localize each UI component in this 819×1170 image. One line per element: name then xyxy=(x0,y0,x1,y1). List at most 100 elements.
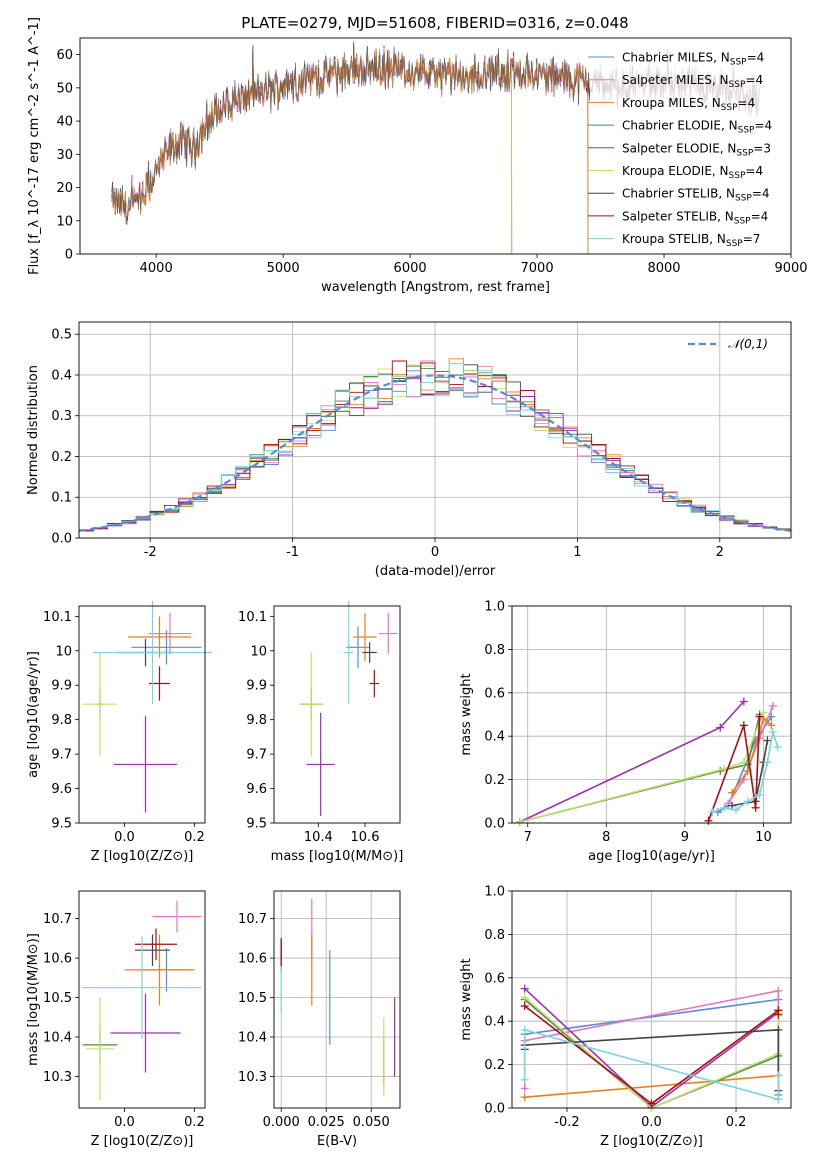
errorbar-point xyxy=(131,630,202,665)
legend-nssp-prefix: , N xyxy=(720,141,737,155)
x-tick-label: 6000 xyxy=(394,261,427,276)
axes-massweight_vs_age: 7 8 9 10 0.0 0.2 0.4 0.6 0.8 1.0 age [log10(age/yr… xyxy=(459,600,792,864)
y-tick-label: 0.2 xyxy=(51,450,72,465)
x-tick-label: 1 xyxy=(573,545,581,560)
mass-weight-series xyxy=(519,700,745,823)
axes-frame xyxy=(78,890,206,1109)
series-marker xyxy=(647,1099,656,1108)
x-tick-label: 0 xyxy=(431,545,439,560)
x-axis-label: Z [log10(Z/Z⊙)] xyxy=(91,1134,194,1149)
legend-nssp-value: =4 xyxy=(745,73,763,87)
y-tick-label: 0.1 xyxy=(51,491,72,506)
errorbar-point xyxy=(82,936,202,1039)
series-marker xyxy=(773,743,782,752)
series-marker xyxy=(704,816,713,825)
axes-frame xyxy=(79,37,792,255)
series-marker xyxy=(728,788,737,797)
errorbar-point xyxy=(346,626,370,668)
legend-nssp-prefix: , N xyxy=(709,232,726,246)
x-tick-label: 0.050 xyxy=(353,1115,390,1130)
errorbar-point xyxy=(379,612,398,655)
legend-nssp-value: =4 xyxy=(738,96,756,110)
x-axis-label: age [log10(age/yr)] xyxy=(588,849,715,864)
axes-frame xyxy=(511,890,792,1109)
axes-frame xyxy=(511,605,792,824)
x-tick-label: 8000 xyxy=(647,261,680,276)
legend-model-name: Kroupa MILES xyxy=(622,96,704,110)
legend-label: Kroupa ELODIE, NSSP=4 xyxy=(622,164,763,181)
series-marker xyxy=(520,1075,529,1084)
legend-nssp-subscript: SSP xyxy=(735,194,752,204)
y-tick-label: 50 xyxy=(56,81,73,96)
y-axis-label: mass [log10(M/M⊙)] xyxy=(26,933,41,1066)
legend-nssp-prefix: , N xyxy=(721,119,738,133)
x-tick-label: 4000 xyxy=(140,261,173,276)
legend-model-name: Kroupa ELODIE xyxy=(622,164,712,178)
x-axis-label: E(B-V) xyxy=(317,1134,357,1149)
series-marker xyxy=(759,708,768,717)
x-tick-label: 8 xyxy=(602,830,610,845)
y-tick-label: 10.6 xyxy=(43,952,72,967)
series-marker xyxy=(743,797,752,806)
legend-nssp-subscript: SSP xyxy=(730,58,747,68)
y-tick-label: 0.0 xyxy=(484,817,505,832)
y-tick-label: 0.8 xyxy=(484,643,505,658)
series-marker xyxy=(774,1071,783,1080)
errorbar-point xyxy=(114,716,177,813)
series-marker xyxy=(720,764,729,773)
x-axis-label: (data-model)/error xyxy=(375,564,496,579)
mass-weight-series xyxy=(707,716,761,822)
x-tick-label: 2 xyxy=(716,545,724,560)
x-tick-label: 0.0 xyxy=(114,830,135,845)
x-tick-label: 10.4 xyxy=(304,830,333,845)
legend-nssp-value: =3 xyxy=(753,141,771,155)
series-marker xyxy=(774,1025,783,1034)
y-tick-label: 10.7 xyxy=(238,912,267,927)
x-axis-label: Z [log10(Z/Z⊙)] xyxy=(600,1134,703,1149)
series-marker xyxy=(520,984,529,993)
y-tick-label: 9.5 xyxy=(51,817,72,832)
y-tick-label: 0.3 xyxy=(51,409,72,424)
x-tick-label: 0.025 xyxy=(308,1115,345,1130)
legend-nssp-subscript: SSP xyxy=(736,148,753,158)
legend-model-name: Chabrier MILES xyxy=(622,51,713,65)
x-tick-label: 0.000 xyxy=(263,1115,300,1130)
x-tick-label: 10.6 xyxy=(351,830,380,845)
mass-weight-series xyxy=(731,740,769,807)
series-marker xyxy=(520,1002,529,1011)
errorbar-point xyxy=(149,612,191,655)
y-tick-label: 10.7 xyxy=(43,912,72,927)
x-tick-label: 10 xyxy=(755,830,772,845)
y-axis-label: mass weight xyxy=(459,673,474,755)
y-tick-label: 20 xyxy=(56,181,73,196)
legend-label: Salpeter ELODIE, NSSP=3 xyxy=(622,141,771,158)
axes-residuals: -2 -1 0 1 2 0.0 0.1 0.2 0.3 0.4 0.5 (data-model)/er… xyxy=(26,321,792,579)
series-marker xyxy=(520,1084,529,1093)
axes-frame xyxy=(273,890,401,1109)
legend-nssp-prefix: , N xyxy=(712,164,729,178)
residual-histogram xyxy=(79,363,791,531)
legend-label: Chabrier STELIB, NSSP=4 xyxy=(622,187,770,204)
y-tick-label: 10.3 xyxy=(43,1070,72,1085)
x-tick-label: -0.2 xyxy=(554,1115,579,1130)
y-tick-label: 9.6 xyxy=(51,782,72,797)
y-tick-label: 0.2 xyxy=(484,773,505,788)
legend-nssp-value: =4 xyxy=(752,187,770,201)
series-marker xyxy=(768,701,777,710)
x-axis-label: mass [log10(M/M⊙)] xyxy=(271,849,404,864)
axes-age_vs_mass: 10.4 10.6 9.5 9.6 9.7 9.8 9.9 10 10.1 mass [log10… xyxy=(238,600,404,864)
series-marker xyxy=(708,808,717,817)
legend-model-name: Salpeter ELODIE xyxy=(622,141,720,155)
y-tick-label: 30 xyxy=(56,148,73,163)
axes-mass_vs_ebv: 0.000 0.025 0.050 10.3 10.4 10.5 10.6 10.7 E(B-V… xyxy=(238,890,401,1149)
legend-label: Kroupa MILES, NSSP=4 xyxy=(622,96,755,113)
y-axis-label: Flux [f_λ 10^-17 erg cm^-2 s^-1 A^-1] xyxy=(27,17,42,275)
series-marker xyxy=(767,721,776,730)
y-tick-label: 9.5 xyxy=(246,817,267,832)
y-tick-label: 10.1 xyxy=(238,610,267,625)
legend-box xyxy=(590,44,789,251)
series-marker xyxy=(774,986,783,995)
y-tick-label: 0.5 xyxy=(51,328,72,343)
axes-frame xyxy=(273,605,401,824)
